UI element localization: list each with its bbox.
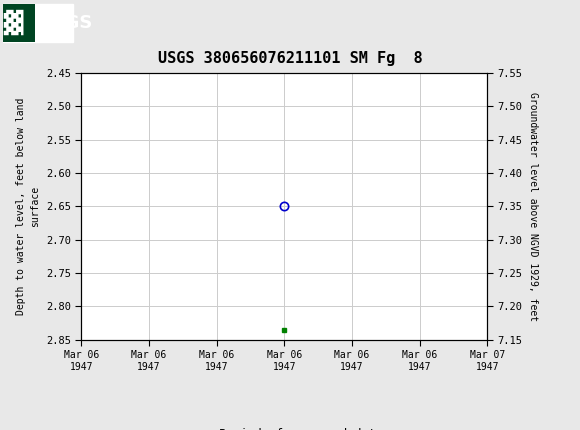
Text: USGS: USGS bbox=[38, 14, 93, 31]
Text: USGS 380656076211101 SM Fg  8: USGS 380656076211101 SM Fg 8 bbox=[158, 51, 422, 65]
Y-axis label: Groundwater level above NGVD 1929, feet: Groundwater level above NGVD 1929, feet bbox=[528, 92, 538, 321]
Legend: Period of approved data: Period of approved data bbox=[181, 423, 387, 430]
Bar bbox=[3, 3, 35, 42]
Text: ▓: ▓ bbox=[3, 10, 22, 35]
Bar bbox=[3, 3, 72, 42]
Y-axis label: Depth to water level, feet below land
surface: Depth to water level, feet below land su… bbox=[16, 98, 40, 315]
